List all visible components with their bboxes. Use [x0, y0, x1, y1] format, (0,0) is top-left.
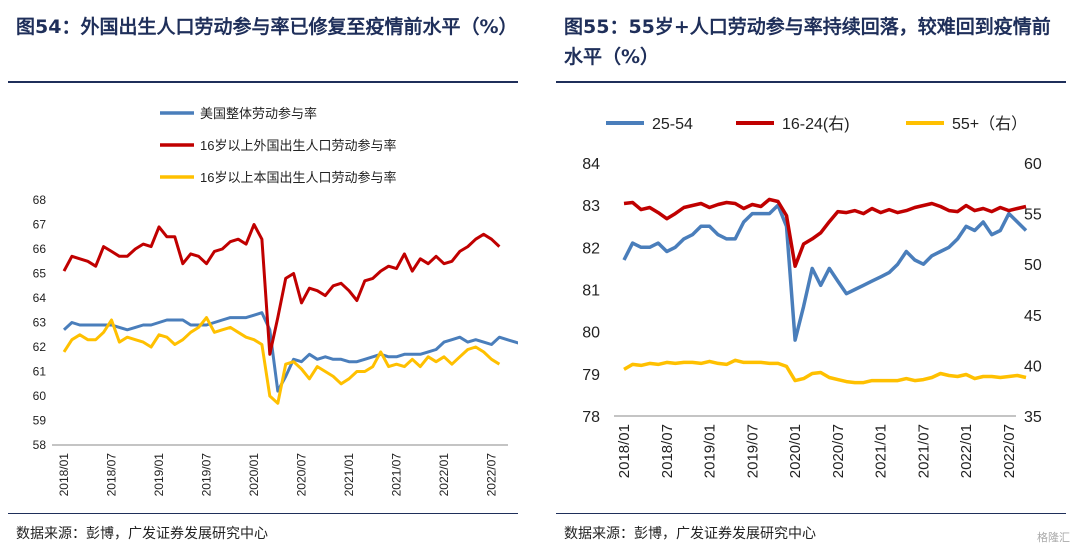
right-title-divider	[556, 81, 1066, 83]
left-chart-title: 图54：外国出生人口劳动参与率已修复至疫情前水平（%）	[16, 16, 518, 38]
y-tick-label-left: 78	[582, 409, 600, 426]
y-tick-label: 67	[33, 218, 47, 232]
y-tick-label: 60	[33, 389, 47, 403]
legend-label: 16岁以上本国出生人口劳动参与率	[200, 170, 396, 185]
y-tick-label-left: 81	[582, 283, 600, 300]
right-line-chart: 78 79 80 81 82 83 84 35 40 45 50 55 60 2018/01 2018/07…	[582, 115, 1042, 478]
y-tick-label: 68	[33, 193, 47, 207]
series-line	[62, 223, 501, 356]
x-tick-label: 2020/01	[787, 424, 804, 478]
y-tick-label-left: 82	[582, 240, 600, 257]
y-tick-label-left: 80	[582, 325, 600, 342]
x-tick-label: 2021/07	[915, 424, 932, 478]
y-tick-label-right: 35	[1024, 409, 1042, 426]
left-title-divider	[8, 81, 518, 83]
x-tick-label: 2019/01	[152, 453, 166, 497]
right-chart-title: 图55：55岁+人口劳动参与率持续回落，较难回到疫情前水平（%）	[564, 16, 1051, 68]
left-chart-panel: 图54：外国出生人口劳动参与率已修复至疫情前水平（%） 58 59 60 61 62 63…	[8, 0, 528, 549]
x-tick-label: 2021/01	[342, 453, 356, 497]
left-source-note: 数据来源：彭博，广发证券发展研究中心	[16, 526, 268, 542]
series-line	[623, 358, 1027, 385]
series-line	[62, 311, 518, 393]
legend-label: 25-54	[652, 116, 693, 133]
x-tick-label: 2020/07	[295, 453, 309, 497]
y-tick-label-right: 40	[1024, 358, 1042, 375]
series-line	[623, 197, 1027, 268]
y-tick-label-left: 79	[582, 367, 600, 384]
y-tick-label: 64	[33, 291, 47, 305]
x-tick-label: 2022/01	[437, 453, 451, 497]
y-tick-label: 61	[33, 365, 47, 379]
y-tick-label-right: 60	[1024, 156, 1042, 173]
x-tick-label: 2020/07	[830, 424, 847, 478]
legend-label: 美国整体劳动参与率	[200, 106, 317, 121]
x-tick-label: 2019/07	[744, 424, 761, 478]
x-tick-label: 2019/01	[702, 424, 719, 478]
y-tick-label: 58	[33, 438, 47, 452]
series-line	[622, 203, 1028, 342]
left-line-chart: 58 59 60 61 62 63 64 65 66 67 68 2018/01 2018/07 2019…	[33, 106, 518, 497]
y-tick-label: 63	[33, 316, 47, 330]
legend-label: 16-24(右)	[782, 115, 850, 133]
x-tick-label: 2018/07	[105, 453, 119, 497]
x-tick-label: 2020/01	[247, 453, 261, 497]
legend-label: 16岁以上外国出生人口劳动参与率	[200, 138, 396, 153]
x-tick-label: 2021/01	[873, 424, 890, 478]
x-tick-label: 2018/07	[659, 424, 676, 478]
watermark: 格隆汇	[1037, 531, 1070, 544]
y-tick-label-left: 84	[582, 156, 600, 173]
x-tick-label: 2022/07	[1001, 424, 1018, 478]
left-bottom-divider	[8, 513, 518, 514]
x-tick-label: 2018/01	[57, 453, 71, 497]
y-tick-label-right: 50	[1024, 257, 1042, 274]
x-tick-label: 2022/01	[958, 424, 975, 478]
y-tick-label-left: 83	[582, 198, 600, 215]
y-tick-label-right: 45	[1024, 308, 1042, 325]
y-tick-label: 65	[33, 267, 47, 281]
right-chart-panel: 图55：55岁+人口劳动参与率持续回落，较难回到疫情前水平（%） 78 79 80 8…	[556, 0, 1076, 549]
x-tick-label: 2019/07	[200, 453, 214, 497]
x-tick-label: 2018/01	[616, 424, 633, 478]
y-tick-label: 66	[33, 242, 47, 256]
x-tick-label: 2022/07	[485, 453, 499, 497]
y-tick-label: 62	[33, 340, 47, 354]
y-tick-label-right: 55	[1024, 207, 1042, 224]
series-line	[62, 316, 501, 405]
right-source-note: 数据来源：彭博，广发证券发展研究中心	[564, 526, 816, 542]
legend-label: 55+（右）	[952, 115, 1027, 133]
x-tick-label: 2021/07	[390, 453, 404, 497]
y-tick-label: 59	[33, 414, 47, 428]
right-bottom-divider	[556, 513, 1066, 514]
